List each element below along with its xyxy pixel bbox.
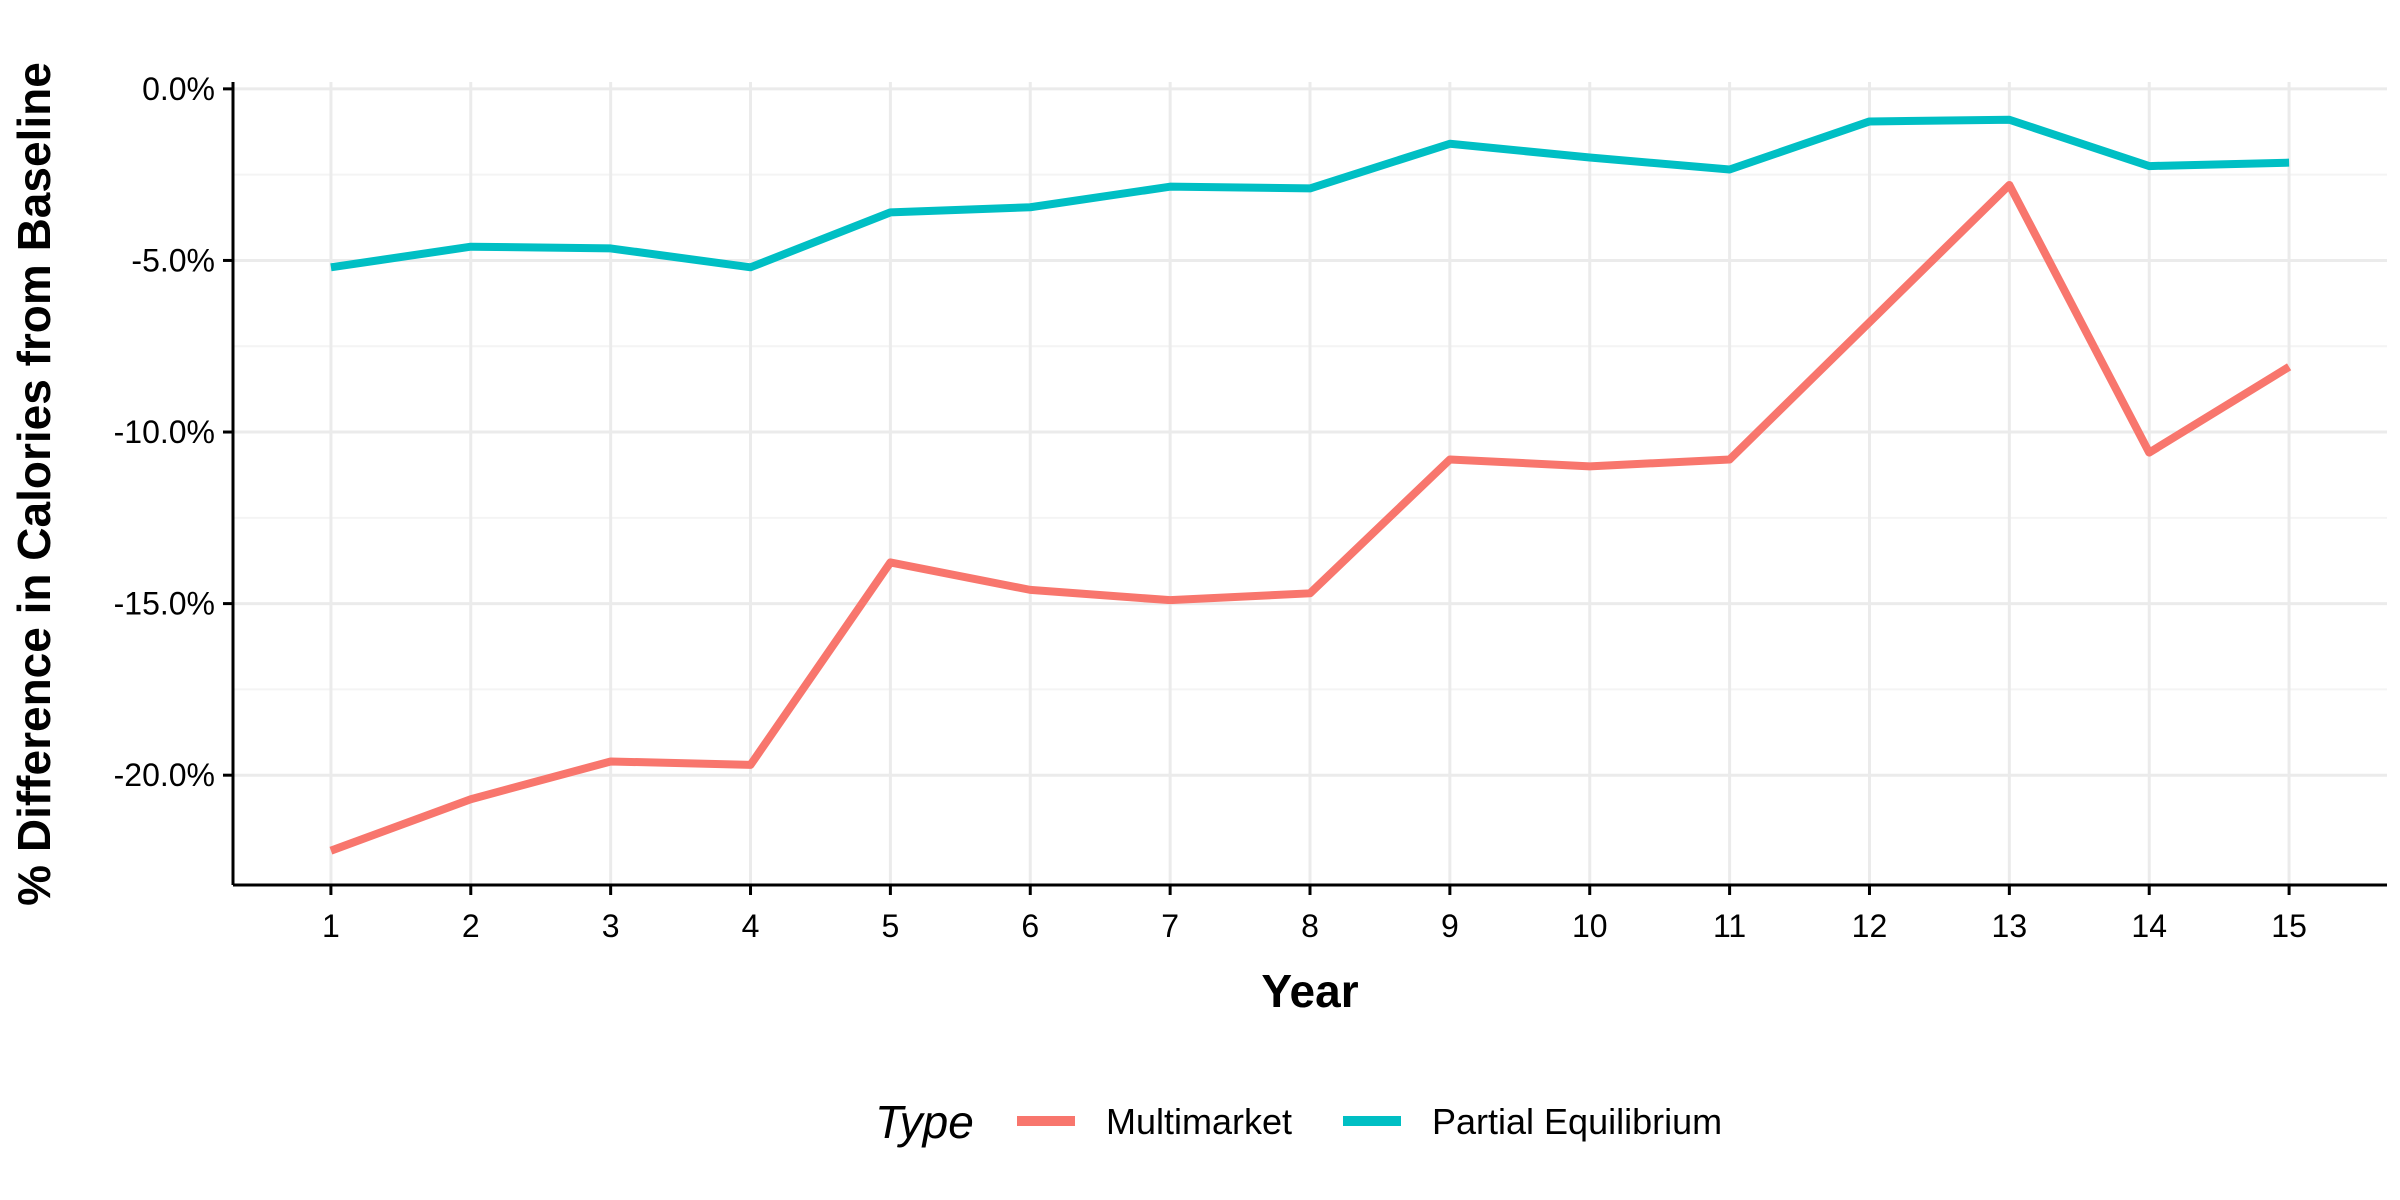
x-tick-label: 13 [1992,908,2028,944]
x-tick-label: 12 [1852,908,1888,944]
x-tick-label: 3 [602,908,620,944]
x-tick-label: 14 [2131,908,2167,944]
x-axis-ticks: 1 2 3 4 5 6 7 8 9 10 11 12 13 14 15 [322,885,2307,944]
x-tick-label: 15 [2271,908,2307,944]
y-tick-label: -5.0% [131,242,215,278]
x-tick-label: 6 [1021,908,1039,944]
x-tick-label: 7 [1161,908,1179,944]
legend-title: Type [875,1096,974,1148]
y-axis-title: % Difference in Calories from Baseline [8,62,60,906]
legend: Type Multimarket Partial Equilibrium [875,1096,1722,1148]
x-tick-label: 1 [322,908,340,944]
y-tick-label: 0.0% [142,71,215,107]
x-tick-label: 4 [742,908,760,944]
x-tick-label: 8 [1301,908,1319,944]
x-tick-label: 2 [462,908,480,944]
x-axis-title: Year [1261,965,1358,1017]
x-tick-label: 5 [881,908,899,944]
gridlines [233,82,2387,885]
y-axis-ticks: 0.0% -5.0% -10.0% -15.0% -20.0% [114,71,233,793]
x-tick-label: 11 [1713,908,1746,944]
x-tick-label: 9 [1441,908,1459,944]
y-tick-label: -15.0% [114,586,215,622]
series-line-multimarket [329,180,2292,855]
series-lines [329,115,2292,855]
legend-label-multimarket: Multimarket [1106,1101,1292,1142]
y-tick-label: -10.0% [114,414,215,450]
series-line-partial-equilibrium [330,115,2290,272]
legend-label-partial-equilibrium: Partial Equilibrium [1432,1101,1722,1142]
x-tick-label: 10 [1572,908,1608,944]
y-tick-label: -20.0% [114,757,215,793]
